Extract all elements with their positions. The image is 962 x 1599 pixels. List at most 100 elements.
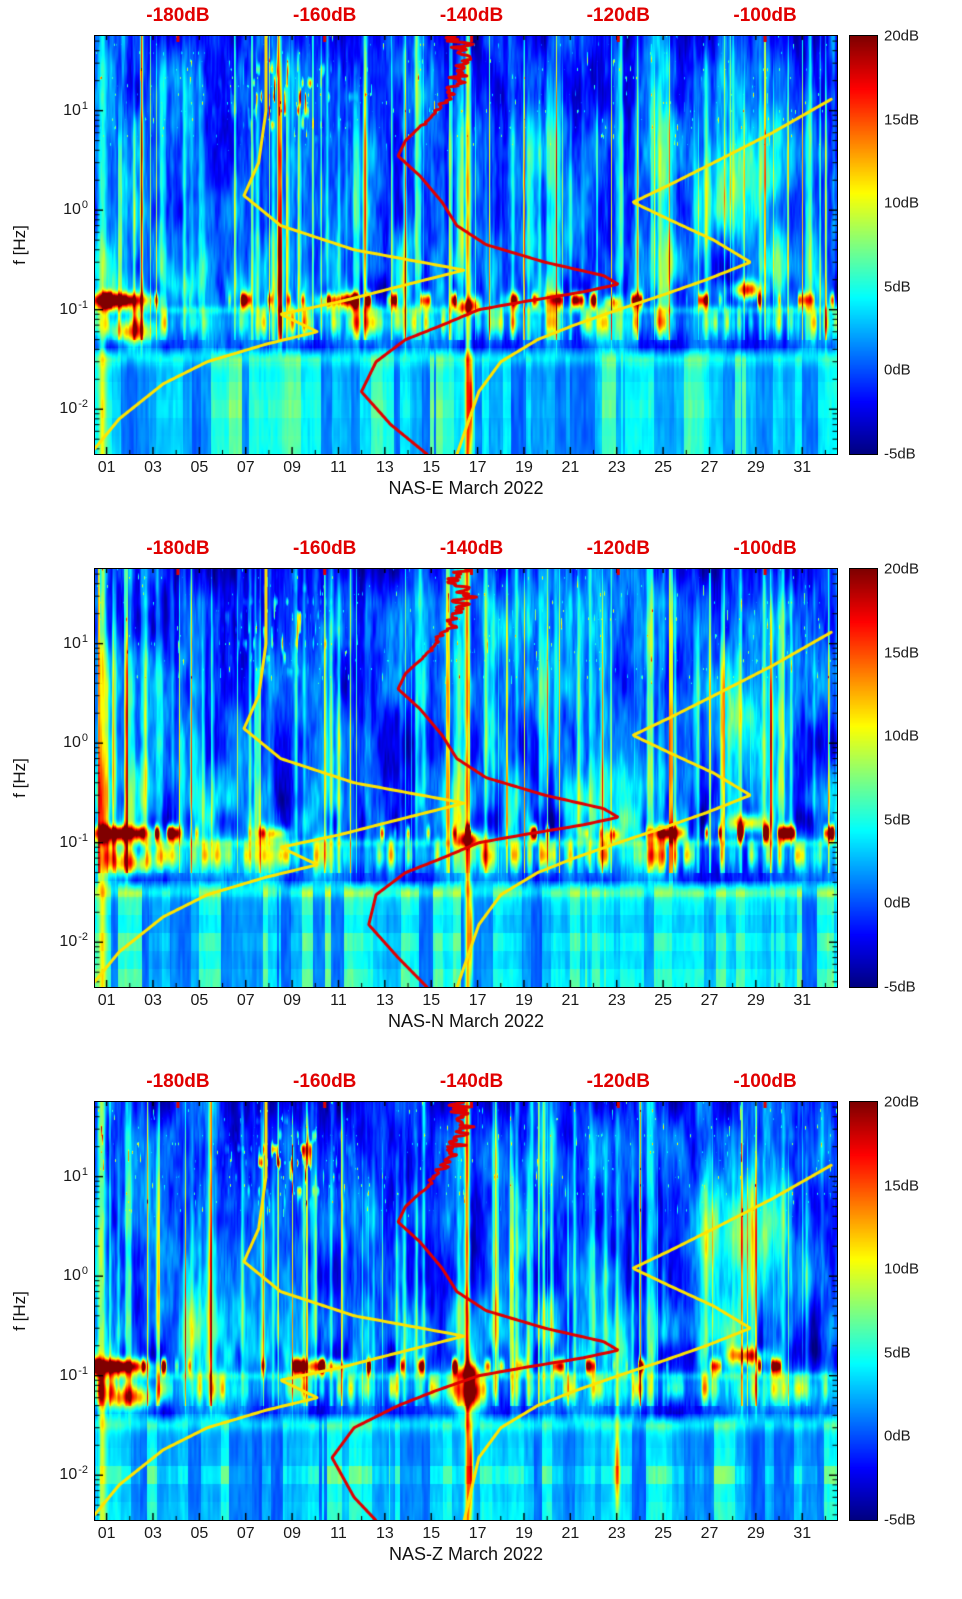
x-tick-label: 13: [375, 459, 394, 476]
x-tick-label: 05: [190, 992, 209, 1009]
colorbar-tick-label: 20dB: [884, 1093, 920, 1111]
x-tick-label: 07: [236, 1525, 255, 1542]
x-tick-label: 01: [97, 992, 116, 1009]
y-tick-label: 101: [63, 99, 88, 119]
colorbar-tick-label: 15dB: [884, 1177, 920, 1195]
y-tick-label: 101: [63, 1165, 88, 1185]
colorbar-tick-label: 20dB: [884, 560, 920, 578]
x-tick-label: 31: [793, 992, 812, 1009]
y-tick-label: 100: [63, 1265, 88, 1285]
top-db-tick-label: -180dB: [146, 1071, 210, 1092]
colorbar-tick-label: 0dB: [884, 361, 911, 379]
y-tick-label: 10-1: [59, 831, 88, 851]
colorbar-tick-label: 15dB: [884, 111, 920, 129]
colorbar-tick-label: 10dB: [884, 1260, 920, 1278]
top-db-tick-label: -140dB: [439, 538, 504, 559]
top-db-tick-label: -140dB: [439, 5, 504, 26]
x-axis-title: NAS-E March 2022: [388, 478, 544, 498]
x-tick-label: 19: [515, 992, 533, 1009]
colorbar-canvas: [849, 35, 878, 455]
top-db-tick-label: -160dB: [293, 538, 357, 559]
spectrogram-canvas: [94, 35, 838, 455]
y-tick-label: 100: [63, 199, 88, 219]
y-tick-label: 10-2: [59, 1464, 88, 1484]
x-tick-label: 09: [283, 1525, 301, 1542]
x-tick-label: 23: [607, 992, 626, 1009]
x-tick-label: 05: [190, 1525, 209, 1542]
x-tick-label: 03: [144, 992, 162, 1009]
panel-nas-n: -180dB -160dB -140dB -120dB -100dB f [Hz] 10…: [0, 533, 962, 1066]
y-tick-label: 10-2: [59, 398, 88, 418]
top-db-tick-label: -140dB: [439, 1071, 504, 1092]
top-db-tick-label: -120dB: [586, 1071, 650, 1092]
x-tick-label: 01: [97, 459, 116, 476]
x-tick-label: 17: [468, 1525, 487, 1542]
x-tick-label: 29: [746, 459, 765, 476]
top-db-tick-label: -100dB: [733, 538, 797, 559]
y-tick-label: 10-1: [59, 298, 88, 318]
colorbar-tick-label: 15dB: [884, 644, 920, 662]
colorbar-tick-label: -5dB: [884, 1511, 916, 1529]
top-db-tick-label: -120dB: [586, 5, 650, 26]
colorbar-tick-label: 5dB: [884, 278, 911, 296]
x-tick-label: 21: [561, 992, 580, 1009]
x-tick-label: 29: [746, 992, 765, 1009]
colorbar-tick-label: 0dB: [884, 1427, 911, 1445]
x-tick-label: 09: [283, 992, 301, 1009]
x-tick-label: 15: [422, 1525, 441, 1542]
top-db-tick-label: -180dB: [146, 538, 210, 559]
x-tick-label: 17: [468, 992, 487, 1009]
top-db-tick-label: -100dB: [733, 1071, 797, 1092]
x-tick-label: 15: [422, 992, 441, 1009]
top-db-tick-label: -160dB: [293, 1071, 357, 1092]
colorbar-tick-label: -5dB: [884, 445, 916, 463]
x-tick-label: 23: [607, 1525, 626, 1542]
x-tick-label: 13: [375, 1525, 394, 1542]
colorbar-canvas: [849, 1101, 878, 1521]
x-tick-label: 17: [468, 459, 487, 476]
x-tick-label: 11: [330, 1525, 347, 1542]
x-tick-label: 05: [190, 459, 209, 476]
y-axis-label: f [Hz]: [10, 758, 29, 798]
top-db-tick-label: -100dB: [733, 5, 797, 26]
x-tick-label: 09: [283, 459, 301, 476]
x-axis-title: NAS-Z March 2022: [388, 1544, 544, 1564]
x-tick-label: 19: [515, 1525, 533, 1542]
x-tick-label: 29: [746, 1525, 765, 1542]
x-tick-label: 25: [654, 1525, 672, 1542]
x-tick-label: 27: [700, 459, 719, 476]
x-tick-label: 03: [144, 459, 162, 476]
x-axis-title: NAS-N March 2022: [387, 1011, 545, 1031]
top-db-tick-label: -160dB: [293, 5, 357, 26]
x-tick-label: 01: [97, 1525, 116, 1542]
x-tick-label: 15: [422, 459, 441, 476]
panel-nas-z: -180dB -160dB -140dB -120dB -100dB f [Hz] 10…: [0, 1066, 962, 1599]
colorbar-tick-label: 5dB: [884, 1344, 911, 1362]
spectrogram-canvas: [94, 1101, 838, 1521]
x-tick-label: 07: [236, 992, 255, 1009]
y-tick-label: 100: [63, 732, 88, 752]
x-tick-label: 27: [700, 1525, 719, 1542]
x-tick-label: 25: [654, 992, 672, 1009]
colorbar-canvas: [849, 568, 878, 988]
colorbar-tick-label: 10dB: [884, 727, 920, 745]
y-tick-label: 10-2: [59, 931, 88, 951]
colorbar-tick-label: 0dB: [884, 894, 911, 912]
x-tick-label: 25: [654, 459, 672, 476]
x-tick-label: 31: [793, 1525, 812, 1542]
spectrogram-canvas: [94, 568, 838, 988]
x-tick-label: 21: [561, 459, 580, 476]
x-tick-label: 23: [607, 459, 626, 476]
panel-nas-e: -180dB -160dB -140dB -120dB -100dB f [Hz] 10…: [0, 0, 962, 533]
colorbar-tick-label: 5dB: [884, 811, 911, 829]
x-tick-label: 27: [700, 992, 719, 1009]
x-tick-label: 03: [144, 1525, 162, 1542]
x-tick-label: 07: [236, 459, 255, 476]
x-tick-label: 13: [375, 992, 394, 1009]
x-tick-label: 21: [561, 1525, 580, 1542]
colorbar-tick-label: 20dB: [884, 27, 920, 45]
top-db-tick-label: -180dB: [146, 5, 210, 26]
colorbar-tick-label: 10dB: [884, 194, 920, 212]
y-axis-label: f [Hz]: [10, 225, 29, 265]
